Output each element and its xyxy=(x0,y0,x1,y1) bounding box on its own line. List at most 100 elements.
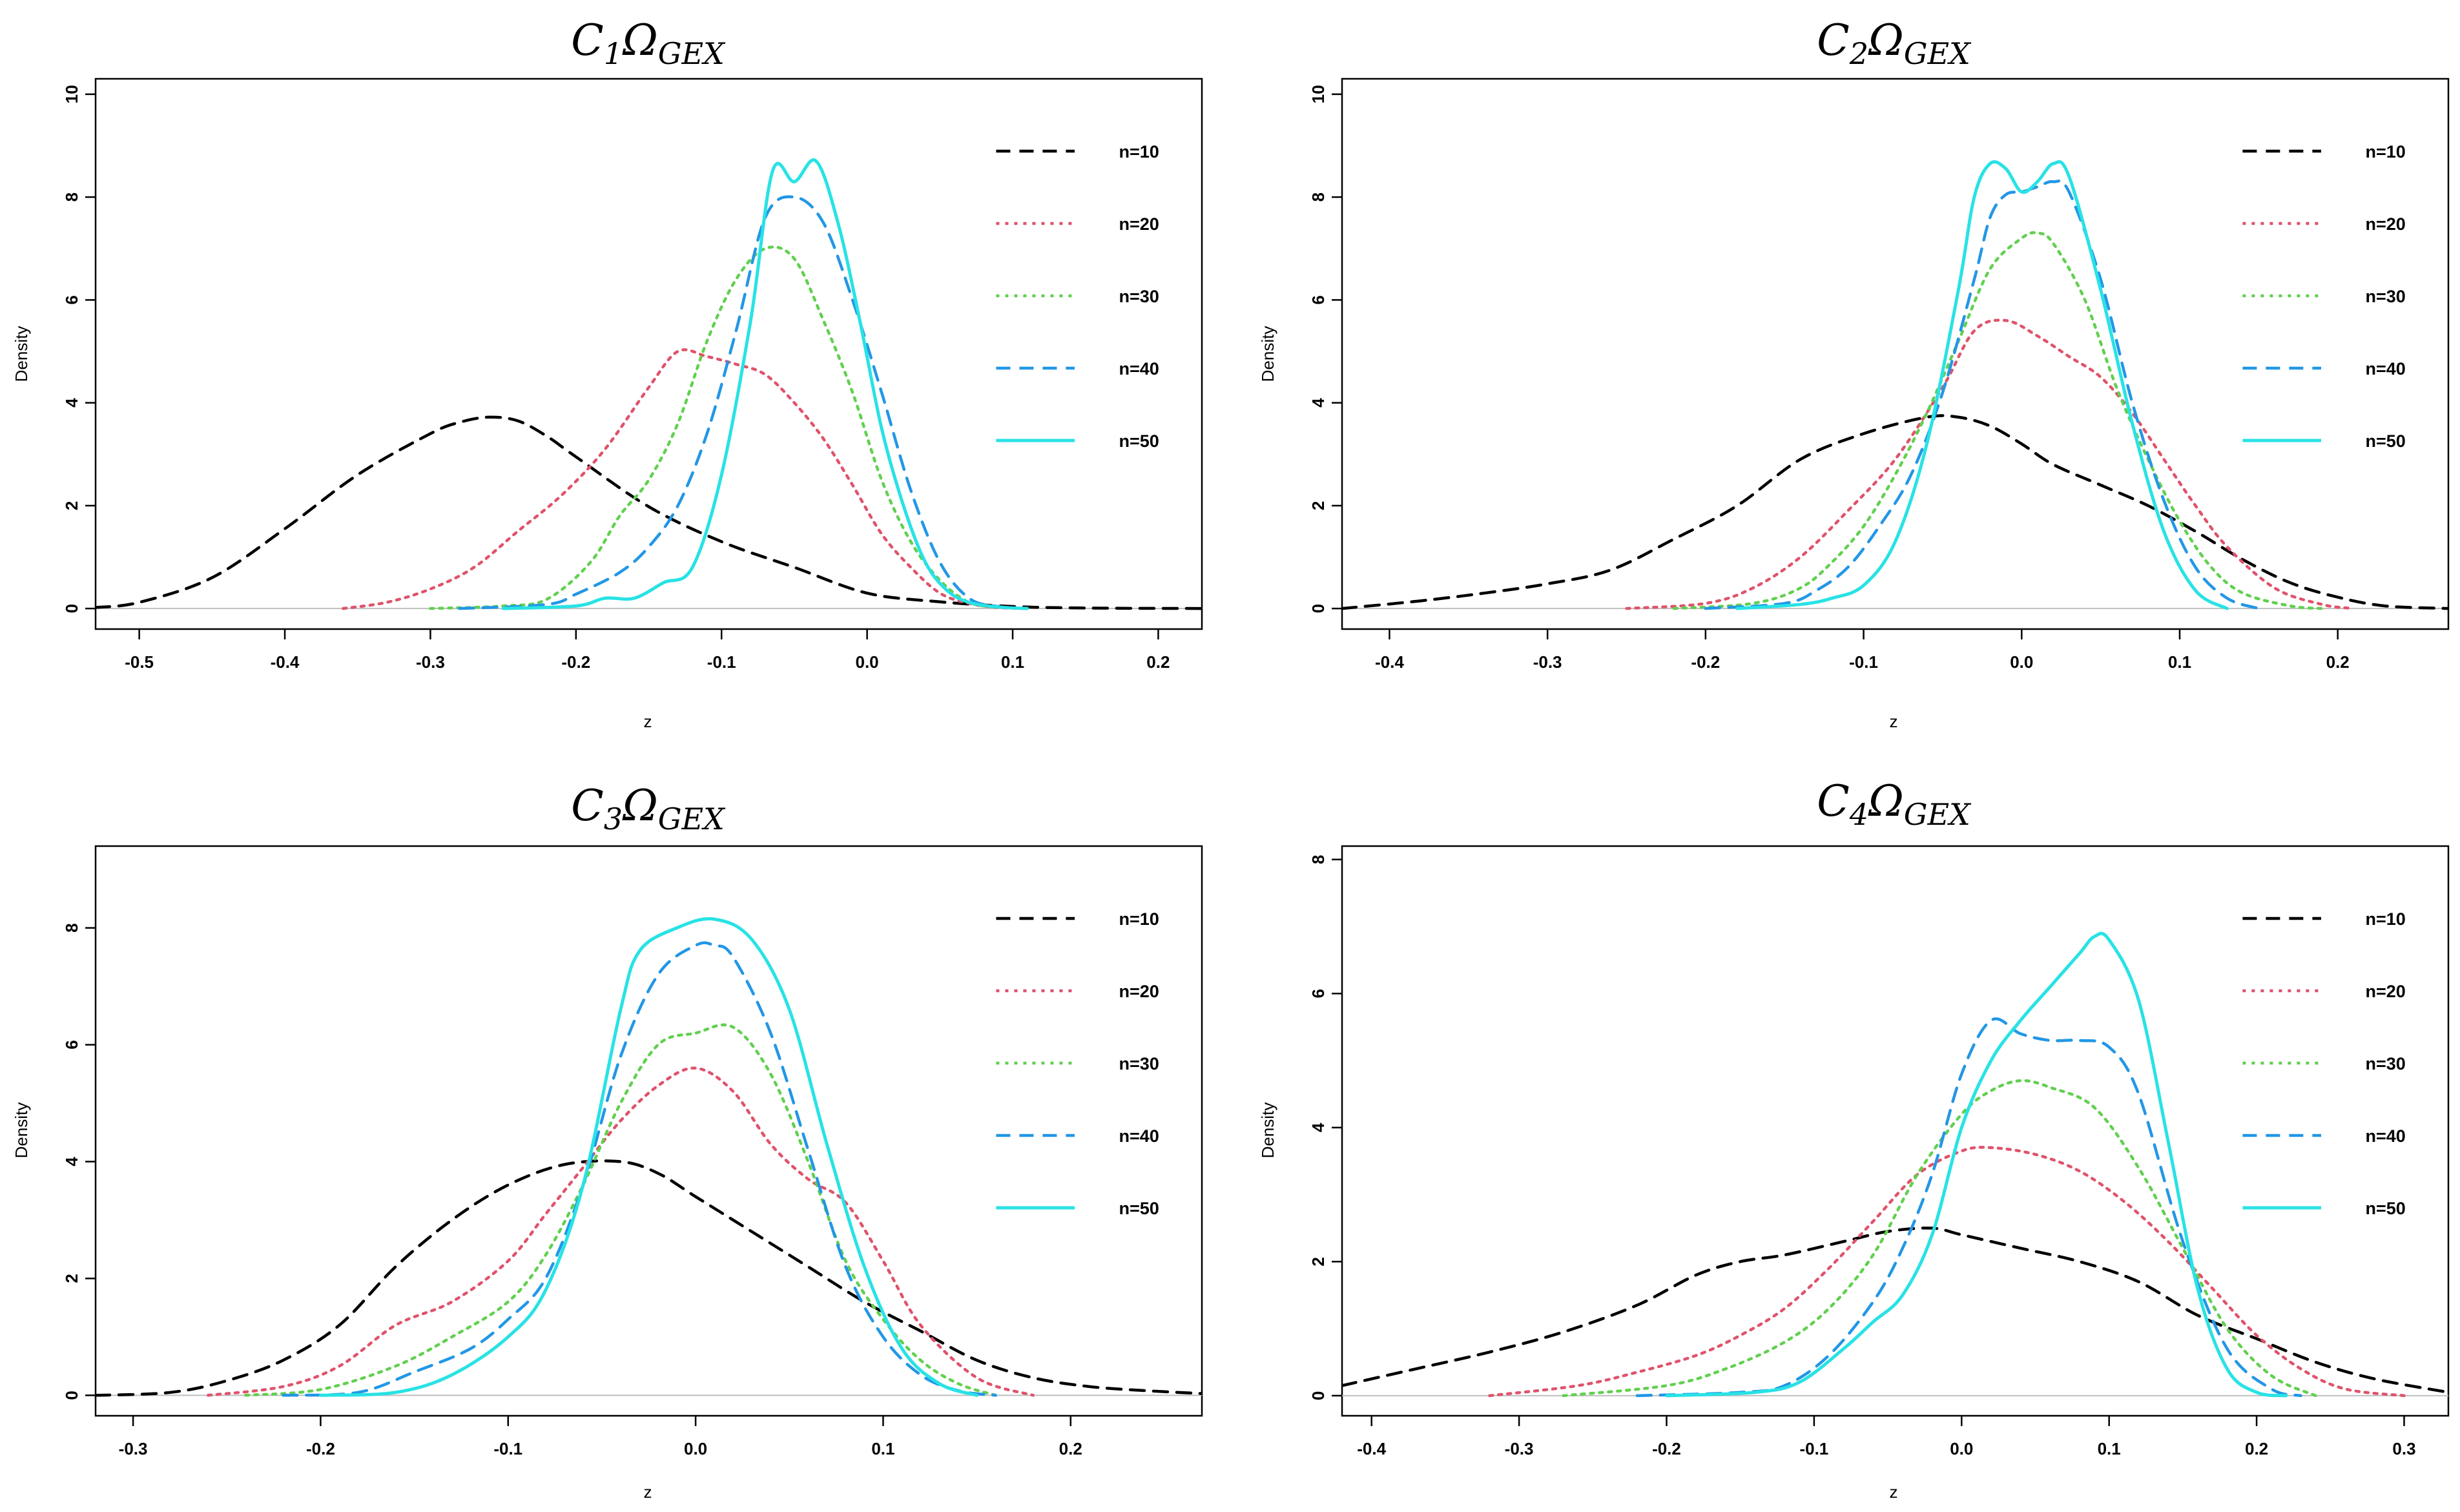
title-base: C xyxy=(1817,16,1850,65)
x-axis-label: z xyxy=(644,712,652,731)
legend-label: n=10 xyxy=(2366,909,2406,929)
title-omega: Ω xyxy=(622,16,658,65)
series-line-n-10 xyxy=(96,1159,1202,1397)
series-line-n-20 xyxy=(206,1066,1035,1397)
series-line-n-20 xyxy=(1625,318,2355,610)
x-tick-label: -0.1 xyxy=(707,652,736,672)
legend-label: n=20 xyxy=(2366,214,2406,234)
title-sub2: GEX xyxy=(658,802,726,836)
y-tick-label: 4 xyxy=(1308,1123,1328,1132)
title-sub1: 2 xyxy=(1849,36,1868,71)
title-base: C xyxy=(571,781,604,831)
x-tick-label: -0.2 xyxy=(561,652,590,672)
title-sub2: GEX xyxy=(658,36,726,71)
x-axis-label: z xyxy=(1890,1482,1898,1502)
plot-frame xyxy=(1341,845,2450,1417)
series-line-n-40 xyxy=(458,195,1029,610)
legend-label: n=10 xyxy=(1119,142,1159,161)
x-tick-label: -0.5 xyxy=(125,652,154,672)
title-sub2: GEX xyxy=(1904,797,1972,832)
x-tick-label: 0.0 xyxy=(1950,1439,1973,1458)
plot-frame xyxy=(94,845,1203,1417)
y-tick-label: 8 xyxy=(62,923,81,932)
x-tick-label: -0.2 xyxy=(1652,1439,1681,1458)
legend-label: n=30 xyxy=(1119,1054,1159,1073)
legend-label: n=20 xyxy=(1119,214,1159,234)
panel-c4: C4ΩGEX -0.4 -0.3 -0.2 -0.1 0.0 0.1 0.2 0.3 0246… xyxy=(1258,776,2450,1502)
series-line-n-50 xyxy=(501,158,1029,610)
title-omega: Ω xyxy=(1868,776,1904,826)
series-line-n-30 xyxy=(1672,231,2324,610)
x-tick-label: -0.2 xyxy=(1691,652,1720,672)
x-tick-label: -0.1 xyxy=(1849,652,1878,672)
series-line-n-30 xyxy=(1562,1079,2317,1398)
legend-label: n=50 xyxy=(1119,431,1159,451)
x-tick-label: 0.1 xyxy=(1001,652,1024,672)
legend-label: n=50 xyxy=(1119,1199,1159,1218)
series-line-n-40 xyxy=(282,941,997,1397)
x-tick-label: 0.0 xyxy=(856,652,879,672)
title-omega: Ω xyxy=(1868,16,1904,65)
legend-label: n=30 xyxy=(1119,287,1159,306)
legend-label: n=40 xyxy=(2366,1126,2406,1146)
plot-frame xyxy=(1341,78,2450,630)
legend-label: n=40 xyxy=(1119,359,1159,378)
y-tick-label: 4 xyxy=(62,398,81,408)
x-tick-label: 0.2 xyxy=(1146,652,1170,672)
x-tick-label: -0.4 xyxy=(1375,652,1404,672)
x-axis-label: z xyxy=(644,1482,652,1502)
series-line-n-10 xyxy=(1342,1227,2448,1394)
y-tick-label: 2 xyxy=(1308,1257,1328,1266)
x-tick-label: 0.3 xyxy=(2392,1439,2415,1458)
y-axis-label: Density xyxy=(1258,326,1277,382)
y-axis-label: Density xyxy=(12,1103,31,1159)
title-sub1: 3 xyxy=(604,802,623,836)
title-sub1: 1 xyxy=(604,36,623,71)
y-tick-label: 8 xyxy=(1308,855,1328,864)
series-line-n-40 xyxy=(1704,180,2260,610)
y-tick-label: 6 xyxy=(1308,295,1328,304)
series-line-n-50 xyxy=(318,917,979,1397)
panel-c3: C3ΩGEX -0.3 -0.2 -0.1 0.0 0.1 0.2 0 2 4 6 8 n=10 n… xyxy=(12,781,1203,1502)
x-tick-label: -0.2 xyxy=(306,1439,335,1458)
y-tick-label: 10 xyxy=(62,85,81,103)
x-tick-label: 0.1 xyxy=(2098,1439,2121,1458)
y-tick-label: 2 xyxy=(62,1274,81,1283)
plot-frame xyxy=(94,78,1203,630)
title-sub1: 4 xyxy=(1849,797,1868,832)
y-tick-label: 2 xyxy=(1308,501,1328,510)
series-line-n-50 xyxy=(1665,931,2288,1398)
x-tick-label: 0.2 xyxy=(2245,1439,2268,1458)
x-tick-label: -0.1 xyxy=(493,1439,522,1458)
panel-title: C3ΩGEX xyxy=(571,781,726,836)
x-tick-label: -0.3 xyxy=(416,652,445,672)
y-tick-label: 0 xyxy=(62,604,81,613)
y-tick-label: 6 xyxy=(62,295,81,304)
title-base: C xyxy=(571,16,604,65)
panel-c1: C1ΩGEX -0.5 -0.4 -0.3 -0.2 -0.1 0.0 0.1 0.2 0 2 4… xyxy=(12,16,1203,731)
y-tick-label: 0 xyxy=(62,1391,81,1400)
x-tick-label: 0.2 xyxy=(1059,1439,1082,1458)
y-tick-label: 6 xyxy=(1308,989,1328,998)
y-tick-label: 0 xyxy=(1308,604,1328,613)
x-tick-label: -0.3 xyxy=(1533,652,1562,672)
legend-label: n=50 xyxy=(2366,431,2406,451)
x-tick-label: 0.2 xyxy=(2326,652,2350,672)
y-tick-label: 2 xyxy=(62,501,81,510)
panel-title: C4ΩGEX xyxy=(1817,776,1972,832)
panel-title: C2ΩGEX xyxy=(1817,16,1972,71)
y-tick-label: 8 xyxy=(62,192,81,202)
y-tick-label: 4 xyxy=(1308,398,1328,408)
y-tick-label: 8 xyxy=(1308,192,1328,202)
legend-label: n=40 xyxy=(1119,1126,1159,1146)
series-line-n-50 xyxy=(1735,160,2229,610)
y-tick-label: 4 xyxy=(62,1157,81,1166)
series-line-n-10 xyxy=(96,415,1202,610)
series-line-n-30 xyxy=(244,1023,997,1397)
legend-label: n=20 xyxy=(1119,982,1159,1001)
x-tick-label: 0.0 xyxy=(2010,652,2033,672)
series-line-n-10 xyxy=(1342,414,2448,610)
title-sub2: GEX xyxy=(1904,36,1972,71)
x-tick-label: -0.3 xyxy=(119,1439,148,1458)
